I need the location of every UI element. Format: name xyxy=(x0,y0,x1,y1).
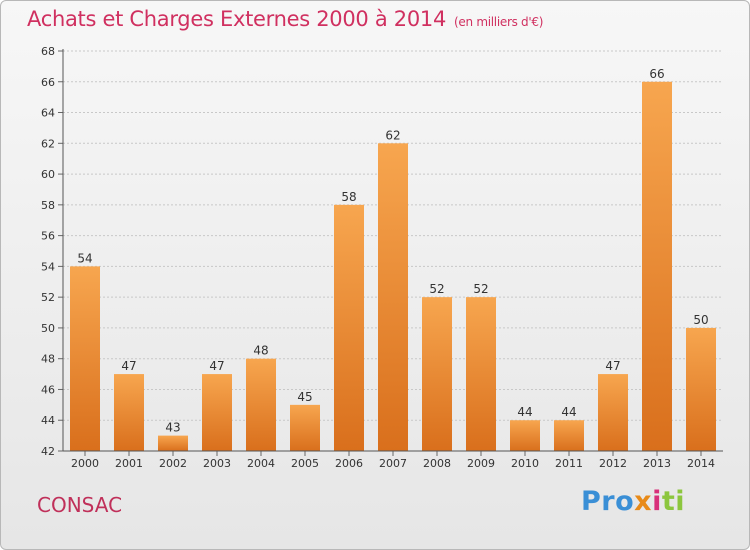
x-tick-label: 2007 xyxy=(379,457,407,470)
x-tick-label: 2012 xyxy=(599,457,627,470)
bar xyxy=(686,327,716,451)
chart-subtitle: (en milliers d'€) xyxy=(454,15,544,29)
axes: 42 44 46 48 50 52 54 56 58 60 62 64 66 68 2000 2001 2002… xyxy=(41,45,723,470)
y-tick-label: 68 xyxy=(41,45,55,58)
bar xyxy=(510,420,540,451)
bar xyxy=(202,374,232,451)
data-label: 44 xyxy=(561,405,576,419)
logo-part-3: i xyxy=(652,486,662,517)
data-label: 47 xyxy=(605,359,620,373)
logo-part-4: ti xyxy=(661,486,686,517)
x-tick-label: 2004 xyxy=(247,457,275,470)
chart-title-text: Achats et Charges Externes 2000 à 2014 xyxy=(27,7,447,31)
bar xyxy=(114,374,144,451)
bar xyxy=(334,204,364,451)
x-tick-label: 2011 xyxy=(555,457,583,470)
data-label: 66 xyxy=(649,67,664,81)
bars: 54 47 43 47 48 45 58 62 52 52 44 44 47 66 50 xyxy=(70,67,716,452)
bar xyxy=(642,81,672,452)
x-tick-label: 2005 xyxy=(291,457,319,470)
data-label: 45 xyxy=(297,390,312,404)
data-label: 48 xyxy=(253,344,268,358)
bar xyxy=(158,435,188,451)
data-label: 52 xyxy=(473,282,488,296)
x-tick-label: 2014 xyxy=(687,457,715,470)
bar xyxy=(290,404,320,451)
data-label: 58 xyxy=(341,190,356,204)
data-label: 44 xyxy=(517,405,532,419)
x-tick-label: 2008 xyxy=(423,457,451,470)
data-label: 52 xyxy=(429,282,444,296)
proxiti-logo: Proxiti xyxy=(581,486,685,517)
x-tick-label: 2000 xyxy=(71,457,99,470)
y-tick-label: 48 xyxy=(41,353,55,366)
logo-part-2: x xyxy=(634,486,653,517)
bar xyxy=(466,297,496,451)
x-tick-label: 2010 xyxy=(511,457,539,470)
x-tick-label: 2003 xyxy=(203,457,231,470)
y-tick-label: 58 xyxy=(41,199,55,212)
x-tick-label: 2009 xyxy=(467,457,495,470)
data-label: 50 xyxy=(693,313,708,327)
data-label: 47 xyxy=(121,359,136,373)
bar xyxy=(378,143,408,452)
y-tick-label: 44 xyxy=(41,414,55,427)
bar xyxy=(246,358,276,451)
y-tick-label: 66 xyxy=(41,76,55,89)
y-tick-label: 42 xyxy=(41,445,55,458)
y-tick-label: 50 xyxy=(41,322,55,335)
data-label: 62 xyxy=(385,128,400,142)
chart-title: Achats et Charges Externes 2000 à 2014 (e… xyxy=(27,7,543,31)
y-tick-label: 46 xyxy=(41,383,55,396)
data-label: 54 xyxy=(77,251,92,265)
x-tick-label: 2013 xyxy=(643,457,671,470)
logo-part-1: Pro xyxy=(581,486,635,517)
y-tick-label: 56 xyxy=(41,230,55,243)
y-tick-label: 52 xyxy=(41,291,55,304)
data-label: 47 xyxy=(209,359,224,373)
grid-lines xyxy=(63,50,723,452)
y-tick-label: 64 xyxy=(41,107,55,120)
data-label: 43 xyxy=(165,421,180,435)
y-tick-label: 62 xyxy=(41,137,55,150)
y-tick-label: 54 xyxy=(41,260,55,273)
x-tick-label: 2006 xyxy=(335,457,363,470)
y-tick-label: 60 xyxy=(41,168,55,181)
commune-name: CONSAC xyxy=(37,493,123,517)
bar xyxy=(422,297,452,451)
bar xyxy=(598,374,628,451)
bar xyxy=(554,420,584,451)
bar xyxy=(70,266,100,451)
x-tick-label: 2001 xyxy=(115,457,143,470)
x-tick-label: 2002 xyxy=(159,457,187,470)
